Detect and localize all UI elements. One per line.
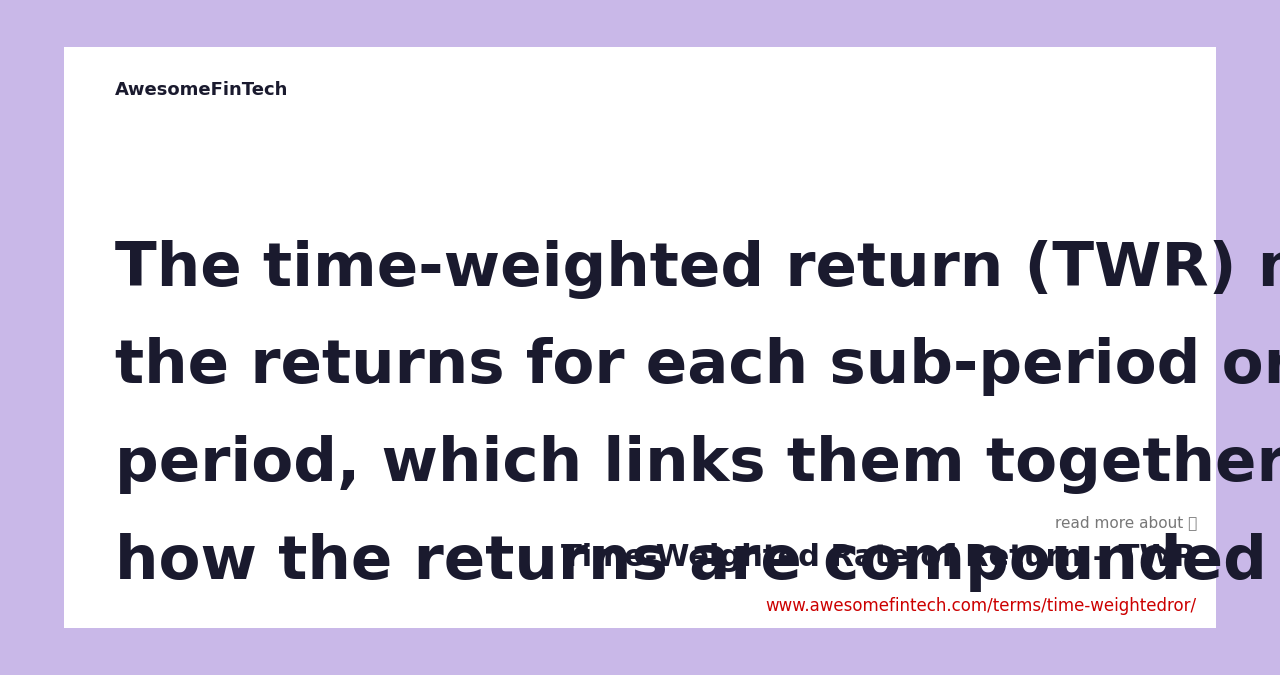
Text: how the returns are compounded over time.: how the returns are compounded over time… (115, 533, 1280, 592)
Text: period, which links them together showing: period, which links them together showin… (115, 435, 1280, 494)
Text: read more about 💡: read more about 💡 (1055, 515, 1197, 530)
Text: www.awesomefintech.com/terms/time-weightedror/: www.awesomefintech.com/terms/time-weight… (765, 597, 1197, 616)
Text: the returns for each sub-period or holding-: the returns for each sub-period or holdi… (115, 338, 1280, 396)
Text: AwesomeFinTech: AwesomeFinTech (115, 81, 288, 99)
FancyBboxPatch shape (64, 47, 1216, 628)
Text: Time-Weighted Rate of Return – TWR: Time-Weighted Rate of Return – TWR (562, 543, 1197, 572)
Text: The time-weighted return (TWR) multiplies: The time-weighted return (TWR) multiplie… (115, 240, 1280, 298)
